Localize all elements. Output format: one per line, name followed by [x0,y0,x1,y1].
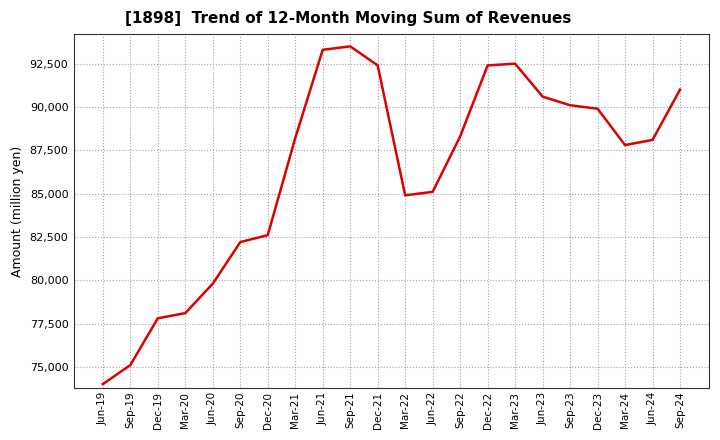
Y-axis label: Amount (million yen): Amount (million yen) [11,145,24,276]
Text: [1898]  Trend of 12-Month Moving Sum of Revenues: [1898] Trend of 12-Month Moving Sum of R… [125,11,571,26]
